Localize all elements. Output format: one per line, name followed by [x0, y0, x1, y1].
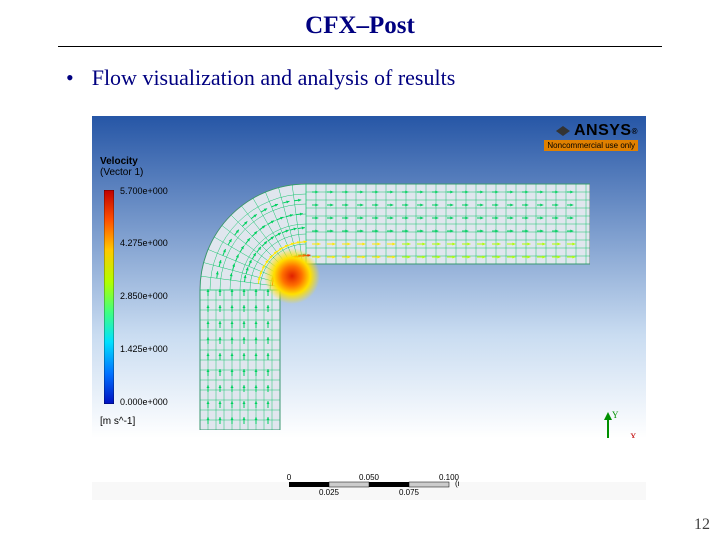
- pipe-elbow: [180, 164, 590, 430]
- page-number: 12: [694, 516, 710, 534]
- scale-unit: (m): [455, 479, 459, 488]
- scale-m0: 0.025: [319, 488, 340, 496]
- figure-frame: ANSYS® Noncommercial use only Velocity (…: [92, 116, 646, 500]
- bullet-item: • Flow visualization and analysis of res…: [66, 65, 720, 91]
- legend-sub: (Vector 1): [100, 167, 143, 178]
- tick-1: 4.275e+000: [120, 238, 168, 248]
- tick-2: 2.850e+000: [120, 291, 168, 301]
- academic-cap-icon: [556, 126, 570, 136]
- bullet-text: Flow visualization and analysis of resul…: [92, 65, 456, 91]
- legend-units: [m s^-1]: [100, 416, 135, 427]
- scale-1: 0.050: [359, 474, 380, 482]
- ansys-logo: ANSYS® Noncommercial use only: [544, 122, 638, 151]
- title-rule: [58, 46, 662, 47]
- axis-y-label: Y: [612, 410, 619, 420]
- scale-m1: 0.075: [399, 488, 420, 496]
- legend-title: Velocity (Vector 1): [100, 156, 143, 178]
- legend-var: Velocity: [100, 156, 143, 167]
- tick-3: 1.425e+000: [120, 344, 168, 354]
- logo-note: Noncommercial use only: [544, 140, 638, 151]
- scale-bar: 0 0.050 0.100 (m) 0.025 0.075: [279, 474, 459, 498]
- bullet-marker: •: [66, 65, 74, 91]
- page-title: CFX–Post: [0, 0, 720, 46]
- tick-4: 0.000e+000: [120, 397, 168, 407]
- tick-0: 5.700e+000: [120, 186, 168, 196]
- logo-text: ANSYS: [574, 122, 632, 140]
- colorbar: [104, 190, 114, 404]
- scale-0: 0: [287, 474, 292, 482]
